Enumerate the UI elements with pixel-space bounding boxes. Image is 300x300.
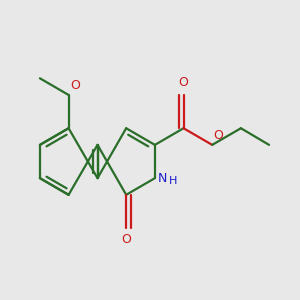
Text: O: O <box>70 80 80 92</box>
Text: N: N <box>158 172 167 185</box>
Text: H: H <box>169 176 177 186</box>
Text: O: O <box>121 233 131 246</box>
Text: O: O <box>214 129 224 142</box>
Text: O: O <box>178 76 188 88</box>
